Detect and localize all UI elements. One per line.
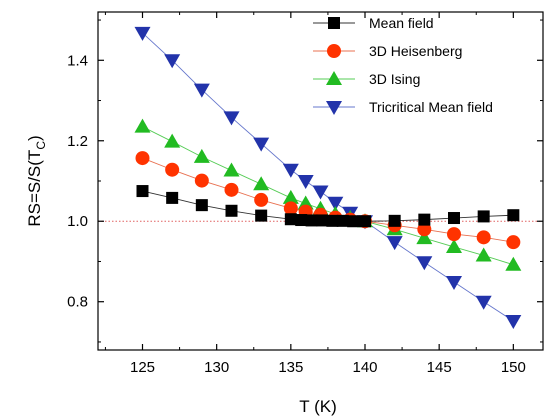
data-point-tricritical-mean-field bbox=[297, 175, 314, 189]
data-point-mean-field bbox=[418, 213, 431, 226]
x-tick-label: 140 bbox=[352, 359, 377, 376]
y-tick-label: 1.4 bbox=[67, 52, 88, 69]
legend-marker bbox=[328, 17, 340, 29]
y-axis-label-close: ) bbox=[25, 135, 44, 141]
x-tick-label: 150 bbox=[501, 359, 526, 376]
legend-entry-tricritical-mean-field: Tricritical Mean field bbox=[313, 99, 493, 115]
data-point-tricritical-mean-field bbox=[193, 83, 210, 98]
data-point-mean-field bbox=[255, 209, 268, 222]
data-point-tricritical-mean-field bbox=[223, 111, 240, 126]
data-point-3d-heisenberg bbox=[447, 227, 461, 242]
y-tick-label: 1.2 bbox=[67, 133, 88, 150]
data-point-tricritical-mean-field bbox=[505, 315, 522, 330]
data-point-mean-field bbox=[448, 212, 460, 225]
y-axis-label-main: RS=S/S(T bbox=[25, 150, 44, 227]
x-axis-label: T (K) bbox=[299, 397, 336, 416]
data-point-mean-field bbox=[336, 214, 349, 227]
data-point-3d-heisenberg bbox=[194, 173, 209, 188]
series-layer bbox=[134, 26, 522, 330]
tick-layer: 125 130 135 140 145 150 0.8 1.0 1.2 1.4 bbox=[67, 12, 543, 376]
series-3d-ising bbox=[134, 118, 522, 271]
data-point-tricritical-mean-field bbox=[416, 256, 433, 271]
data-point-mean-field bbox=[477, 210, 490, 223]
data-point-tricritical-mean-field bbox=[282, 163, 299, 178]
data-point-mean-field bbox=[136, 185, 149, 198]
y-axis-label: RS=S/S(TC) bbox=[25, 135, 48, 226]
legend-entry-3d-heisenberg: 3D Heisenberg bbox=[313, 43, 462, 59]
y-tick-label: 0.8 bbox=[67, 294, 88, 311]
data-point-3d-ising bbox=[253, 176, 270, 191]
legend-label: Tricritical Mean field bbox=[369, 99, 493, 115]
series-3d-heisenberg bbox=[135, 151, 521, 250]
data-point-3d-ising bbox=[446, 238, 462, 253]
data-point-mean-field bbox=[225, 204, 238, 217]
data-point-mean-field bbox=[507, 209, 520, 222]
legend-label: Mean field bbox=[369, 15, 434, 31]
data-point-3d-heisenberg bbox=[417, 222, 432, 237]
data-point-3d-heisenberg bbox=[506, 235, 521, 250]
data-point-3d-heisenberg bbox=[283, 201, 298, 216]
data-point-tricritical-mean-field bbox=[386, 236, 403, 251]
x-tick-label: 145 bbox=[427, 359, 452, 376]
data-point-mean-field bbox=[166, 191, 179, 204]
data-point-3d-heisenberg bbox=[254, 192, 269, 207]
y-axis-label-subscript: C bbox=[34, 141, 48, 150]
data-point-mean-field bbox=[326, 214, 339, 227]
plot-frame bbox=[97, 11, 544, 351]
data-point-3d-ising bbox=[164, 133, 181, 148]
data-point-mean-field bbox=[305, 214, 318, 227]
data-point-mean-field bbox=[359, 215, 371, 228]
data-point-3d-ising bbox=[475, 247, 492, 262]
legend-label: 3D Ising bbox=[369, 71, 420, 87]
data-point-mean-field bbox=[347, 215, 360, 228]
series-line-3d-ising bbox=[142, 126, 514, 266]
y-tick-label: 1.0 bbox=[67, 213, 88, 230]
data-point-mean-field bbox=[284, 213, 297, 226]
legend-entry-mean-field: Mean field bbox=[313, 15, 434, 31]
data-point-3d-ising bbox=[505, 256, 522, 271]
data-point-tricritical-mean-field bbox=[134, 26, 151, 41]
data-point-tricritical-mean-field bbox=[312, 185, 329, 200]
legend-marker bbox=[327, 44, 341, 58]
data-point-3d-heisenberg bbox=[224, 182, 239, 197]
x-tick-label: 130 bbox=[204, 359, 229, 376]
legend-marker bbox=[326, 71, 342, 85]
x-tick-label: 135 bbox=[278, 359, 303, 376]
data-point-3d-heisenberg bbox=[165, 162, 180, 177]
data-point-3d-ising bbox=[223, 162, 240, 177]
data-point-mean-field bbox=[295, 214, 308, 227]
series-mean-field bbox=[136, 185, 520, 228]
data-point-tricritical-mean-field bbox=[327, 196, 344, 211]
data-point-3d-ising bbox=[134, 118, 151, 133]
x-tick-label: 125 bbox=[130, 359, 155, 376]
data-point-3d-heisenberg bbox=[135, 151, 150, 166]
data-point-3d-ising bbox=[416, 230, 433, 245]
data-point-3d-ising bbox=[282, 189, 299, 204]
data-point-tricritical-mean-field bbox=[475, 295, 492, 310]
data-point-mean-field bbox=[195, 199, 208, 212]
data-point-tricritical-mean-field bbox=[253, 137, 270, 152]
data-point-mean-field bbox=[315, 214, 328, 227]
data-point-tricritical-mean-field bbox=[446, 275, 462, 290]
data-point-3d-ising bbox=[193, 148, 210, 163]
legend-entry-3d-ising: 3D Ising bbox=[313, 71, 420, 87]
legend: Mean field 3D Heisenberg 3D Ising Tricritic… bbox=[313, 15, 493, 115]
data-point-mean-field bbox=[388, 214, 401, 227]
data-point-tricritical-mean-field bbox=[164, 54, 181, 69]
legend-marker bbox=[326, 101, 342, 115]
data-point-3d-heisenberg bbox=[476, 230, 491, 245]
legend-label: 3D Heisenberg bbox=[369, 43, 462, 59]
series-tricritical-mean-field bbox=[134, 26, 522, 330]
